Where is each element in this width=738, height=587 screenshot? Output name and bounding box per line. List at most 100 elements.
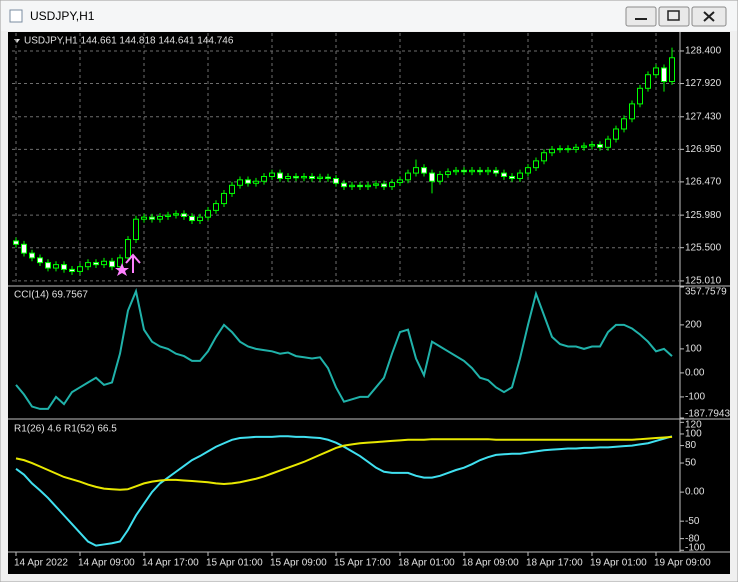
candle-body [341,182,347,188]
candle-body [653,67,659,76]
candle-body [85,262,91,268]
candle-body [109,260,115,268]
x-tick-label: 15 Apr 01:00 [206,558,263,569]
candle-body [405,172,411,181]
y-tick-label: 125.500 [685,242,722,253]
candle-body [53,264,59,269]
indicator-line [15,435,673,491]
candle-body [205,209,211,218]
y-tick-label: -50 [685,516,700,527]
candle-body [525,167,531,174]
candle-body [597,144,603,148]
y-tick-label: 0.00 [685,368,705,379]
x-tick-label: 18 Apr 17:00 [526,558,583,569]
x-tick-label: 14 Apr 2022 [14,558,68,569]
minimize-button[interactable] [625,6,657,27]
y-tick-label: -80 [685,533,700,544]
candle-body [669,57,675,83]
candle-body [269,172,275,177]
candle-body [133,218,139,241]
candle-body [13,240,19,245]
candle-body [45,262,51,269]
candle-body [117,257,123,268]
candle-body [541,152,547,162]
candle-body [501,172,507,177]
y-tick-label: 125.010 [685,276,722,287]
x-tick-label: 18 Apr 09:00 [462,558,519,569]
candle-body [141,216,147,220]
candle-body [69,268,75,272]
candle-body [197,216,203,222]
candle-body [261,175,267,182]
candle-body [517,172,523,180]
candle-body [349,184,355,188]
candle-body [293,175,299,179]
candle-body [165,214,171,217]
candle-body [437,173,443,182]
candle-body [373,183,379,186]
candle-body [301,175,307,179]
candle-body [453,169,459,173]
x-tick-label: 19 Apr 09:00 [654,558,711,569]
candle-body [493,169,499,174]
candle-body [661,67,667,83]
candle-body [485,169,491,173]
x-tick-label: 15 Apr 09:00 [270,558,327,569]
r1-header: R1(26) 4.6 R1(52) 66.5 [14,424,117,435]
candle-body [557,148,563,151]
signal-star [115,263,129,276]
candle-body [189,215,195,222]
candle-body [181,213,187,217]
candle-body [277,172,283,180]
x-tick-label: 14 Apr 09:00 [78,558,135,569]
y-tick-label: 200 [685,320,702,331]
y-tick-label: -100 [685,543,705,554]
y-tick-label: 125.980 [685,210,722,221]
candle-body [389,182,395,188]
indicator-line [15,435,673,547]
candle-body [509,175,515,180]
candle-body [93,262,99,266]
candle-body [125,239,131,259]
candle-body [621,118,627,130]
x-tick-label: 14 Apr 17:00 [142,558,199,569]
candle-body [581,145,587,148]
restore-icon [667,10,680,21]
candle-body [381,183,387,188]
candle-body [421,167,427,174]
title-bar [1,1,737,31]
candle-body [413,167,419,174]
window-title: USDJPY,H1 [30,9,95,23]
y-tick-label: 127.430 [685,111,722,122]
x-tick-label: 18 Apr 01:00 [398,558,455,569]
candle-body [469,169,475,173]
buy-arrow [125,253,141,273]
restore-button[interactable] [658,6,690,27]
candle-body [333,178,339,184]
candle-body [253,180,259,184]
candle-body [61,264,67,270]
candle-body [245,179,251,184]
candle-body [173,213,179,216]
candle-body [397,179,403,184]
candle-body [213,203,219,211]
candle-body [565,148,571,151]
candle-body [445,171,451,175]
cci-header: CCI(14) 69.7567 [14,290,88,301]
y-tick-label: 0.00 [685,487,705,498]
candle-body [229,184,235,194]
main-header: USDJPY,H1 144.661 144.818 144.641 144.74… [24,36,234,47]
candle-body [157,215,163,220]
chart-area [8,32,730,574]
candle-body [533,160,539,169]
y-tick-label: 100 [685,429,702,440]
candle-body [29,252,35,259]
y-tick-label: 120 [685,420,702,431]
candle-body [629,103,635,120]
candle-body [357,184,363,188]
candle-body [237,179,243,186]
candle-body [613,128,619,140]
indicator-line [15,287,673,410]
candle-body [477,169,483,173]
